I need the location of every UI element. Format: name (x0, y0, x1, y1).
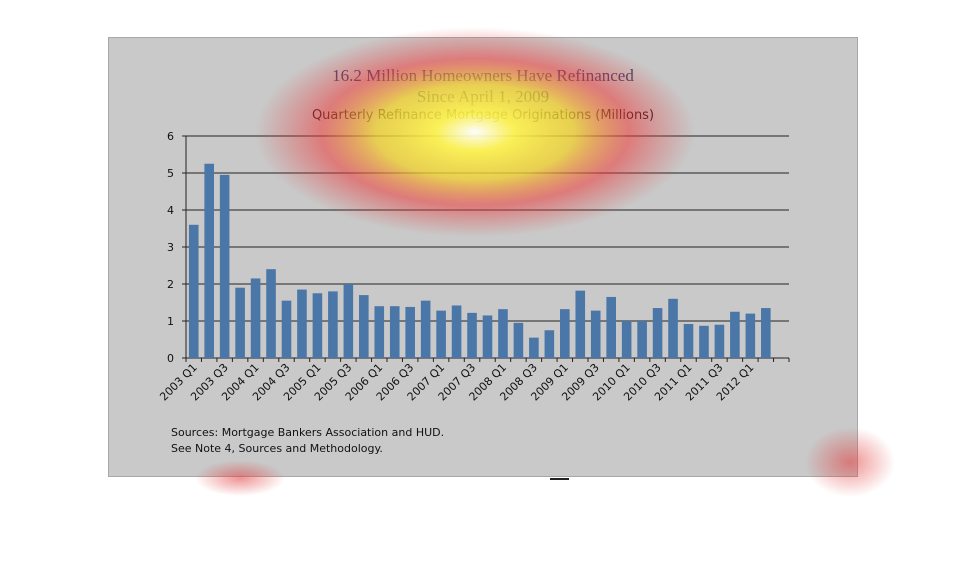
divider-mark (550, 478, 569, 480)
y-tick-label: 1 (167, 315, 174, 328)
source-note-line1: Sources: Mortgage Bankers Association an… (171, 426, 445, 439)
bar (652, 308, 663, 358)
bar (529, 337, 539, 358)
bar (498, 309, 508, 358)
bar (389, 306, 400, 358)
bar (420, 300, 431, 358)
chart-title-line2: Since April 1, 2009 (416, 87, 550, 106)
bar (544, 330, 555, 358)
bar (621, 321, 632, 358)
bar (683, 323, 694, 358)
y-tick-label: 3 (167, 241, 174, 254)
y-axis-ticks: 0 1 2 3 4 5 6 (167, 130, 187, 365)
bar (188, 224, 199, 358)
bar (699, 325, 709, 358)
bar (590, 310, 601, 358)
chart-title-line1: 16.2 Million Homeowners Have Refinanced (332, 66, 634, 85)
bar (312, 293, 323, 358)
chart-subtitle: Quarterly Refinance Mortgage Origination… (311, 108, 655, 123)
bar (328, 291, 338, 358)
bar (235, 287, 245, 358)
bar (482, 315, 493, 358)
y-tick-label: 0 (167, 352, 174, 365)
y-tick-label: 2 (167, 278, 174, 291)
bar (219, 174, 230, 358)
bar (266, 269, 276, 358)
bar (606, 296, 616, 358)
y-tick-label: 5 (167, 167, 174, 180)
bar (359, 295, 369, 358)
bar (668, 298, 678, 358)
bar (204, 163, 214, 358)
bar (343, 284, 354, 358)
bar (513, 322, 524, 358)
y-tick-label: 6 (167, 130, 174, 143)
bar (467, 312, 477, 358)
bar (637, 321, 647, 358)
bar (560, 309, 570, 358)
bar (575, 290, 586, 358)
bar (250, 278, 261, 358)
source-note-line2: See Note 4, Sources and Methodology. (171, 442, 383, 455)
bar (451, 305, 462, 358)
bar (405, 306, 415, 358)
bars (188, 163, 771, 358)
bar (730, 311, 740, 358)
source-notes: Sources: Mortgage Bankers Association an… (171, 425, 444, 457)
bar (714, 324, 725, 358)
y-tick-label: 4 (167, 204, 174, 217)
bar (374, 306, 385, 358)
bar (745, 313, 756, 358)
bar (761, 308, 771, 358)
bar (281, 300, 292, 358)
bar (297, 289, 307, 358)
bar (436, 310, 446, 358)
